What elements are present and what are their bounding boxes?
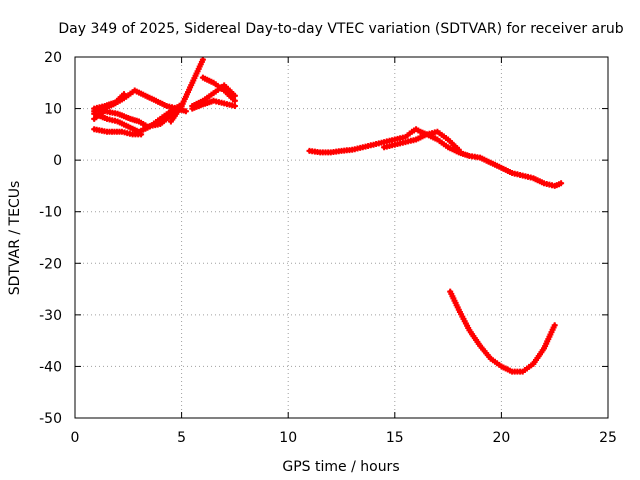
data-point [455, 146, 462, 153]
grid [75, 57, 608, 418]
series-track-e [91, 91, 127, 112]
data-point [182, 108, 189, 115]
y-tick-label: 0 [53, 153, 62, 169]
plot-area [91, 56, 565, 375]
chart-title: Day 349 of 2025, Sidereal Day-to-day VTE… [58, 21, 623, 37]
y-tick-label: -40 [39, 359, 62, 375]
x-tick-label: 15 [386, 430, 404, 446]
plot-frame [74, 56, 609, 419]
data-point [558, 180, 565, 187]
series-track-j [306, 126, 565, 189]
data-point [199, 56, 206, 63]
series-track-b [91, 126, 145, 138]
data-point [121, 91, 127, 98]
series-track-f [167, 56, 206, 125]
x-tick-label: 0 [71, 430, 80, 446]
x-tick-label: 25 [599, 430, 617, 446]
data-point [231, 103, 238, 109]
axis-ticks: 0 5 10 15 20 25 -50 -40 -30 -20 -10 0 10 20 [39, 50, 617, 446]
series-track-k [381, 128, 462, 153]
x-tick-label: 20 [492, 430, 510, 446]
series-track-d [91, 101, 185, 135]
y-tick-label: 20 [44, 50, 62, 66]
series-track-h [199, 74, 238, 104]
y-tick-label: -20 [39, 256, 62, 272]
y-tick-label: -50 [39, 411, 62, 427]
y-axis-label: SDTVAR / TECUs [7, 181, 23, 296]
data-point [231, 97, 238, 104]
series-line [448, 289, 557, 374]
series-track-l [447, 288, 558, 375]
data-point [551, 322, 558, 329]
x-tick-label: 10 [279, 430, 297, 446]
data-point [231, 92, 238, 99]
y-tick-label: 10 [44, 102, 62, 118]
x-tick-label: 5 [177, 430, 186, 446]
series-track-i [189, 97, 238, 112]
y-tick-label: -10 [39, 205, 62, 221]
y-tick-label: -30 [39, 308, 62, 324]
x-axis-label: GPS time / hours [282, 459, 399, 475]
